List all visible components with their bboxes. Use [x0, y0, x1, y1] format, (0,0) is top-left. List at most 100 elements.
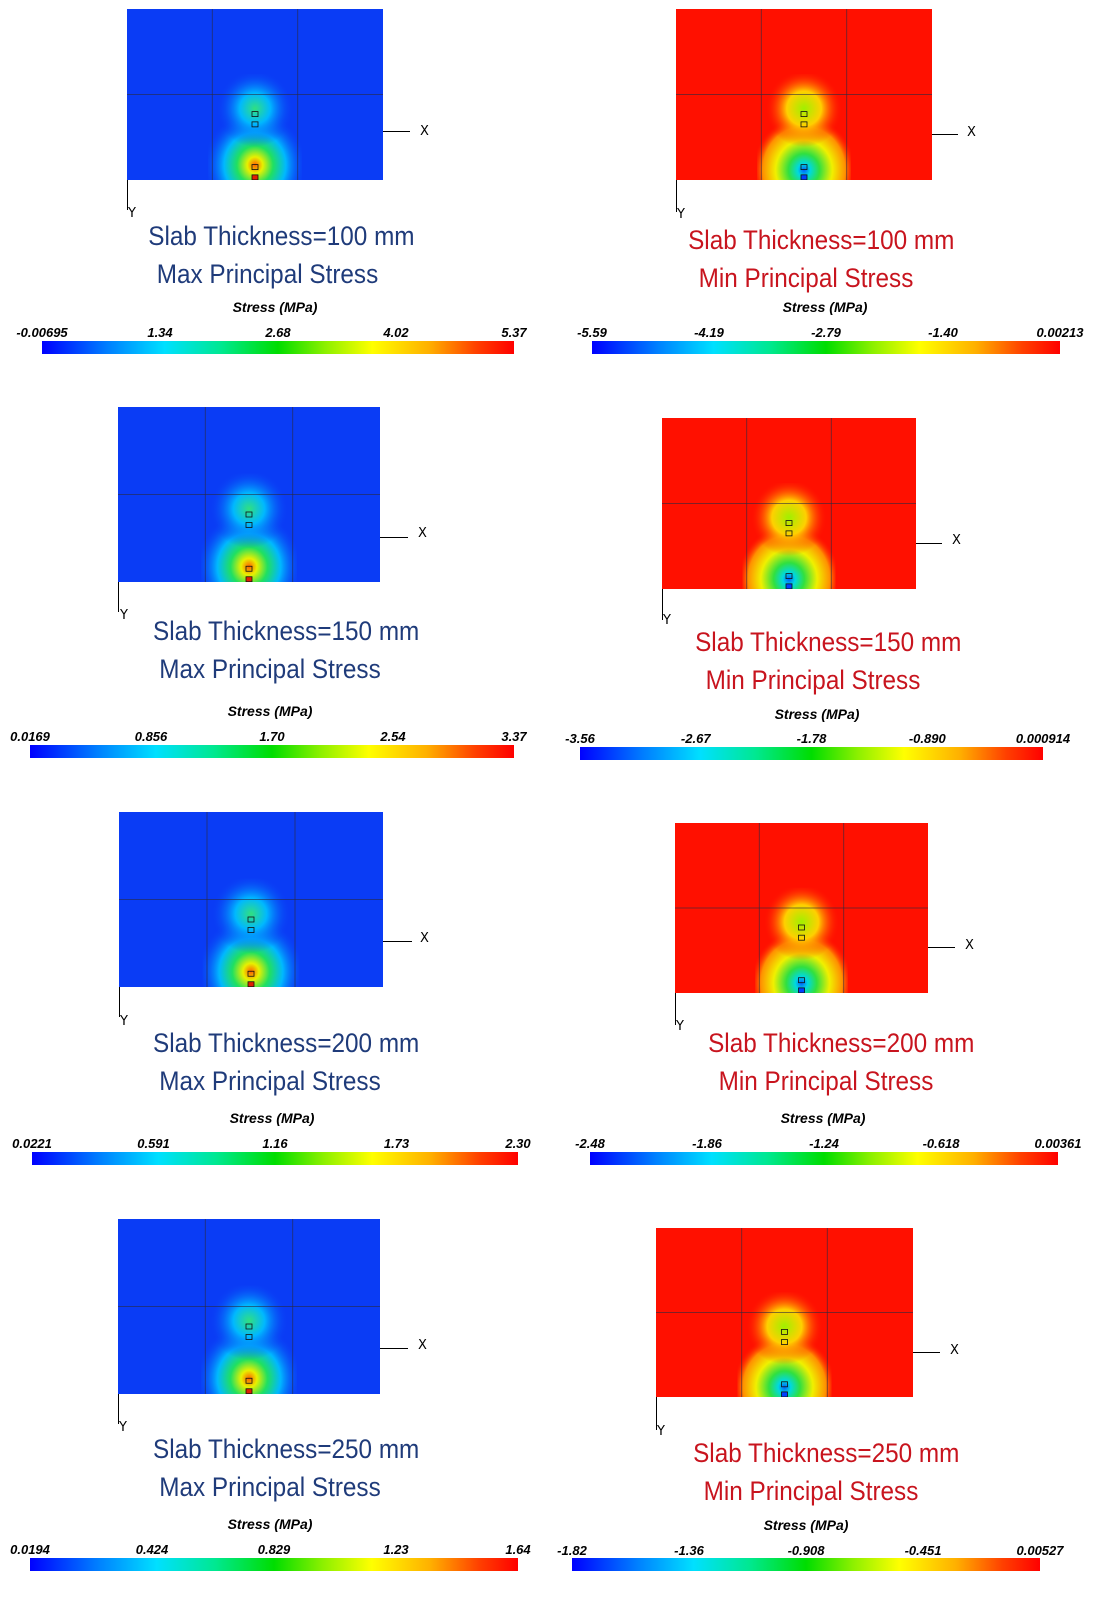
colorbar-tick-label: 0.0221 [12, 1136, 52, 1151]
column-marker [245, 511, 253, 518]
x-axis-line [380, 537, 408, 538]
caption-stress-type: Min Principal Stress [718, 1066, 934, 1096]
column-marker [800, 121, 808, 128]
x-axis-label: X [418, 526, 427, 541]
stress-hotspot-upper [763, 887, 840, 965]
y-axis-label: Y [663, 613, 671, 628]
caption-slab-thickness: Slab Thickness=200 mm [708, 1028, 975, 1058]
colorbar-tick-label: 2.54 [380, 729, 406, 744]
y-axis-line [118, 582, 119, 612]
colorbar-title: Stress (MPa) [232, 299, 318, 315]
colorbar-gradient [32, 1152, 518, 1165]
x-axis-label: X [967, 125, 976, 140]
colorbar-tick-label: 0.00361 [1034, 1136, 1082, 1151]
colorbar-tick-label: 0.00213 [1036, 325, 1084, 340]
column-marker [251, 121, 259, 128]
y-axis-line [656, 1397, 657, 1430]
column-marker [800, 174, 808, 180]
column-marker [251, 111, 259, 117]
min-contour-plot [662, 418, 916, 589]
y-axis-line [119, 987, 120, 1017]
y-axis-label: Y [676, 1019, 684, 1034]
x-axis-label: X [418, 1338, 427, 1353]
colorbar-gradient [30, 1558, 518, 1571]
x-axis-line [932, 134, 958, 135]
caption-slab-thickness: Slab Thickness=250 mm [693, 1438, 960, 1468]
colorbar-tick-label: -2.79 [811, 325, 841, 340]
column-marker [245, 1334, 253, 1340]
stress-hotspot-upper [765, 73, 843, 151]
caption-slab-thickness: Slab Thickness=150 mm [695, 627, 962, 657]
caption-stress-type: Min Principal Stress [698, 263, 914, 293]
x-axis-line [380, 1348, 408, 1349]
column-marker [781, 1329, 788, 1335]
x-axis-line [928, 947, 955, 948]
x-axis-label: X [420, 931, 429, 946]
colorbar-tick-label: -1.78 [796, 731, 827, 746]
column-marker [251, 164, 259, 171]
colorbar-tick-label: 0.591 [137, 1136, 170, 1151]
caption-slab-thickness: Slab Thickness=100 mm [688, 225, 955, 255]
x-axis-line [383, 941, 412, 942]
colorbar-gradient [572, 1558, 1040, 1571]
column-marker [781, 1391, 788, 1397]
column-marker [785, 583, 793, 589]
colorbar-tick-label: 0.0169 [10, 729, 50, 744]
colorbar-tick-label: -2.48 [575, 1136, 605, 1151]
column-marker [798, 977, 805, 984]
column-marker [798, 987, 805, 993]
column-marker [800, 164, 808, 171]
x-axis-line [913, 1352, 940, 1353]
stress-hotspot-upper [745, 1292, 824, 1369]
caption-stress-type: Max Principal Stress [159, 654, 381, 684]
y-axis-line [676, 180, 677, 212]
max-stress-contour [127, 9, 383, 180]
min-contour-plot [656, 1228, 913, 1397]
min-stress-contour [662, 418, 916, 589]
colorbar-tick-label: -0.618 [922, 1136, 960, 1151]
colorbar-tick-label: -5.59 [577, 325, 607, 340]
y-axis-line [118, 1394, 119, 1424]
x-axis-label: X [952, 533, 961, 548]
y-axis-label: Y [120, 608, 128, 623]
column-marker [798, 924, 805, 931]
colorbar-tick-label: 0.00527 [1016, 1543, 1064, 1558]
colorbar-tick-label: 0.856 [134, 729, 168, 744]
y-axis-label: Y [120, 1014, 128, 1029]
max-stress-contour [118, 1219, 380, 1394]
stress-hotspot-upper [209, 1285, 289, 1365]
colorbar-title: Stress (MPa) [227, 1516, 313, 1532]
column-marker [247, 981, 255, 987]
colorbar-tick-label: 1.73 [383, 1136, 410, 1151]
colorbar-tick-label: 1.64 [505, 1542, 531, 1557]
colorbar-tick-label: -1.40 [928, 325, 958, 340]
colorbar-title: Stress (MPa) [227, 703, 313, 719]
colorbar-tick-label: 0.829 [257, 1542, 291, 1557]
colorbar-gradient [592, 341, 1060, 354]
max-stress-contour [118, 407, 380, 582]
column-marker [245, 1388, 253, 1394]
colorbar-tick-label: -0.890 [908, 731, 946, 746]
colorbar-title: Stress (MPa) [774, 706, 860, 722]
colorbar-gradient [42, 341, 514, 354]
column-marker [245, 522, 253, 528]
caption-slab-thickness: Slab Thickness=250 mm [153, 1434, 420, 1464]
caption-stress-type: Min Principal Stress [703, 1476, 919, 1506]
min-stress-contour [675, 823, 928, 993]
stress-hotspot-upper [750, 482, 828, 560]
x-axis-label: X [965, 938, 974, 953]
colorbar-tick-label: 3.37 [501, 729, 527, 744]
colorbar-tick-label: 0.000914 [1015, 731, 1071, 746]
stress-hotspot-upper [216, 73, 294, 151]
caption-stress-type: Max Principal Stress [159, 1472, 381, 1502]
colorbar-tick-label: -1.82 [557, 1543, 587, 1558]
colorbar-tick-label: 5.37 [501, 325, 527, 340]
y-axis-label: Y [657, 1424, 665, 1439]
column-marker [785, 530, 793, 537]
caption-slab-thickness: Slab Thickness=150 mm [153, 616, 420, 646]
x-axis-line [383, 131, 410, 132]
min-contour-plot [675, 823, 928, 993]
colorbar-tick-label: 0.0194 [10, 1542, 50, 1557]
colorbar-tick-label: 1.16 [262, 1136, 288, 1151]
x-axis-label: X [950, 1343, 959, 1358]
